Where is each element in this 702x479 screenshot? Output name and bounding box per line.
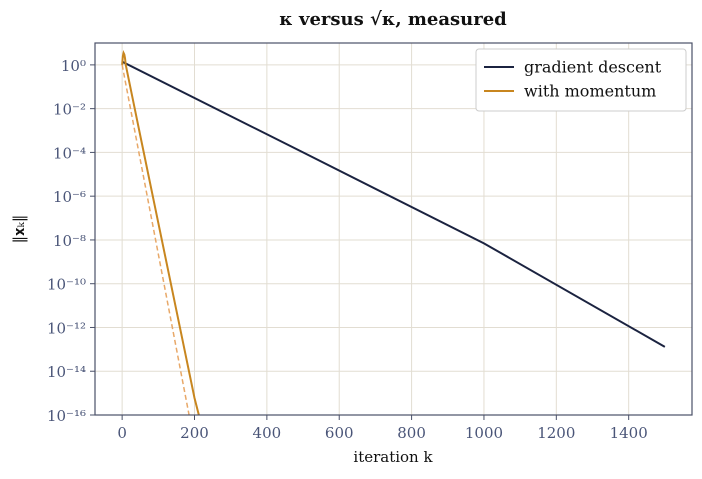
series-line [121, 64, 190, 415]
y-tick-label: 10⁻¹⁰ [47, 276, 86, 294]
x-tick-label: 1000 [465, 424, 503, 442]
legend: gradient descent with momentum [475, 48, 687, 112]
y-tick-label: 10⁻² [53, 101, 86, 119]
legend-label: gradient descent [524, 58, 662, 77]
y-tick-label: 10⁻⁶ [53, 188, 86, 206]
x-tick-label: 1200 [537, 424, 575, 442]
x-tick-label: 0 [117, 424, 127, 442]
y-tick-label: 10⁻¹⁶ [47, 407, 86, 425]
y-tick-label: 10⁻¹⁴ [47, 363, 86, 381]
legend-label: with momentum [524, 82, 656, 101]
series-line [121, 50, 200, 415]
x-tick-label: 400 [253, 424, 282, 442]
y-tick-label: 10⁻⁴ [53, 144, 86, 162]
frame [94, 42, 693, 416]
y-tick-label: 10⁰ [61, 57, 86, 75]
plot-area [121, 50, 666, 415]
x-tick-label: 200 [180, 424, 209, 442]
series-line [121, 60, 666, 348]
y-tick-label: 10⁻¹² [47, 319, 86, 337]
x-tick-label: 800 [397, 424, 426, 442]
y-axis-label: ‖𝐱ₖ‖ [10, 215, 28, 244]
x-tick-label: 600 [325, 424, 354, 442]
x-axis-label: iteration k [353, 448, 433, 466]
legend-box [475, 48, 687, 112]
y-tick-label: 10⁻⁸ [53, 232, 86, 250]
chart-title: κ versus √κ, measured [279, 9, 507, 30]
x-tick-label: 1400 [610, 424, 648, 442]
